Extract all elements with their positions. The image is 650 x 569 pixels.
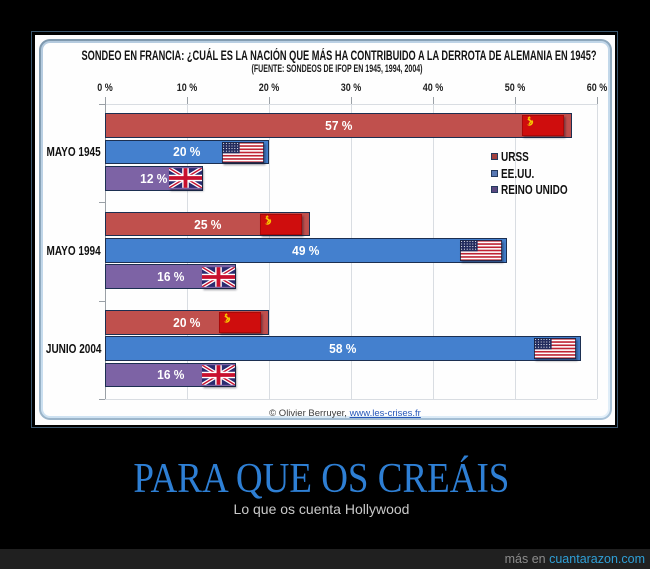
footer-site-link[interactable]: cuantarazon.com (549, 552, 645, 566)
legend-label: REINO UNIDO (501, 183, 568, 197)
category-axis-tick (99, 300, 105, 302)
value-axis-label-text: 10 % (176, 82, 198, 94)
value-axis-label: 50 % (502, 82, 527, 94)
value-axis-label-text: 0 % (97, 82, 113, 94)
flag-uk (202, 266, 236, 288)
chart-subtitle-text: (FUENTE: SONDEOS DE IFOP EN 1945, 1994, … (251, 63, 423, 75)
category-axis-tick (99, 104, 105, 105)
footer-prefix: más en (504, 552, 550, 566)
axis-tick (269, 97, 270, 104)
value-axis-label-text: 40 % (422, 82, 444, 94)
bar-value-label: 16 % (156, 367, 185, 383)
bar-value-label: 49 % (292, 242, 320, 258)
value-axis-label: 30 % (338, 82, 363, 94)
bar-value-label: 12 % (140, 170, 168, 186)
axis-tick (433, 97, 434, 104)
flag-usa (533, 338, 576, 360)
category-label-text: MAYO 1994 (46, 243, 101, 258)
poster-title: PARA QUE OS CREÁIS (0, 455, 642, 503)
legend-swatch (491, 186, 498, 193)
category-label: MAYO 1945 (0, 145, 101, 159)
flag-ussr (219, 311, 262, 333)
value-axis-label-text: 20 % (258, 82, 280, 94)
category-axis-tick (99, 202, 105, 204)
flag-usa (459, 239, 502, 261)
flag-usa (221, 141, 265, 163)
value-axis-label: 40 % (420, 82, 445, 94)
source-note: © Olivier Berruyer, www.les-crises.fr (269, 408, 421, 419)
value-axis-label-text: 60 % (586, 82, 608, 94)
poster-title-text: PARA QUE OS CREÁIS (132, 456, 509, 502)
legend-label: URSS (501, 150, 529, 164)
flag-ussr (522, 115, 565, 137)
axis-tick (105, 97, 106, 104)
bar-usa-junio-2004: 58 % (105, 336, 581, 361)
bar-value-label: 20 % (173, 314, 201, 330)
plot-border-top (105, 104, 597, 105)
gridline (515, 104, 516, 399)
value-axis-label-text: 30 % (340, 82, 362, 94)
bar-value-label: 20 % (173, 144, 201, 160)
axis-tick (515, 97, 516, 104)
category-label: MAYO 1994 (0, 244, 101, 258)
survey-bar-chart: SONDEO EN FRANCIA: ¿CUÁL ES LA NACIÓN QU… (35, 35, 615, 425)
chart-title: SONDEO EN FRANCIA: ¿CUÁL ES LA NACIÓN QU… (0, 48, 650, 63)
legend-swatch (491, 169, 498, 177)
bar-value-label: 16 % (156, 269, 185, 285)
footer-bar: más en cuantarazon.com (0, 549, 650, 569)
value-axis-label-text: 50 % (504, 82, 526, 94)
bar-value-label: 58 % (329, 341, 357, 357)
legend-label: EE.UU. (501, 166, 535, 181)
chart-subtitle: (FUENTE: SONDEOS DE IFOP EN 1945, 1994, … (204, 63, 471, 75)
axis-tick (351, 97, 352, 104)
bar-value-label: 25 % (193, 216, 222, 232)
legend-swatch (491, 153, 498, 160)
bar-ussr-mayo-1945: 57 % (105, 113, 573, 138)
flag-uk (169, 167, 203, 189)
axis-tick (187, 97, 188, 104)
poster-frame (31, 31, 618, 428)
value-axis-label: 20 % (256, 82, 281, 94)
value-axis-label: 10 % (174, 82, 199, 94)
category-axis-tick (99, 399, 105, 400)
flag-ussr (260, 213, 303, 235)
category-label-text: JUNIO 2004 (45, 341, 101, 356)
source-note-text: © Olivier Berruyer, (269, 408, 350, 419)
chart-title-text: SONDEO EN FRANCIA: ¿CUÁL ES LA NACIÓN QU… (81, 48, 597, 63)
value-axis-label: 0 % (96, 82, 115, 94)
bar-usa-mayo-1994: 49 % (105, 238, 507, 263)
gridline (597, 104, 598, 399)
axis-tick (597, 97, 598, 104)
category-label: JUNIO 2004 (0, 342, 101, 356)
flag-uk (202, 364, 236, 386)
plot-border-bottom (105, 399, 597, 400)
source-note-link[interactable]: www.les-crises.fr (349, 408, 421, 419)
value-axis-label: 60 % (584, 82, 609, 94)
category-label-text: MAYO 1945 (46, 145, 101, 160)
bar-value-label: 57 % (325, 118, 353, 134)
poster-subtitle: Lo que os cuenta Hollywood (233, 501, 410, 517)
